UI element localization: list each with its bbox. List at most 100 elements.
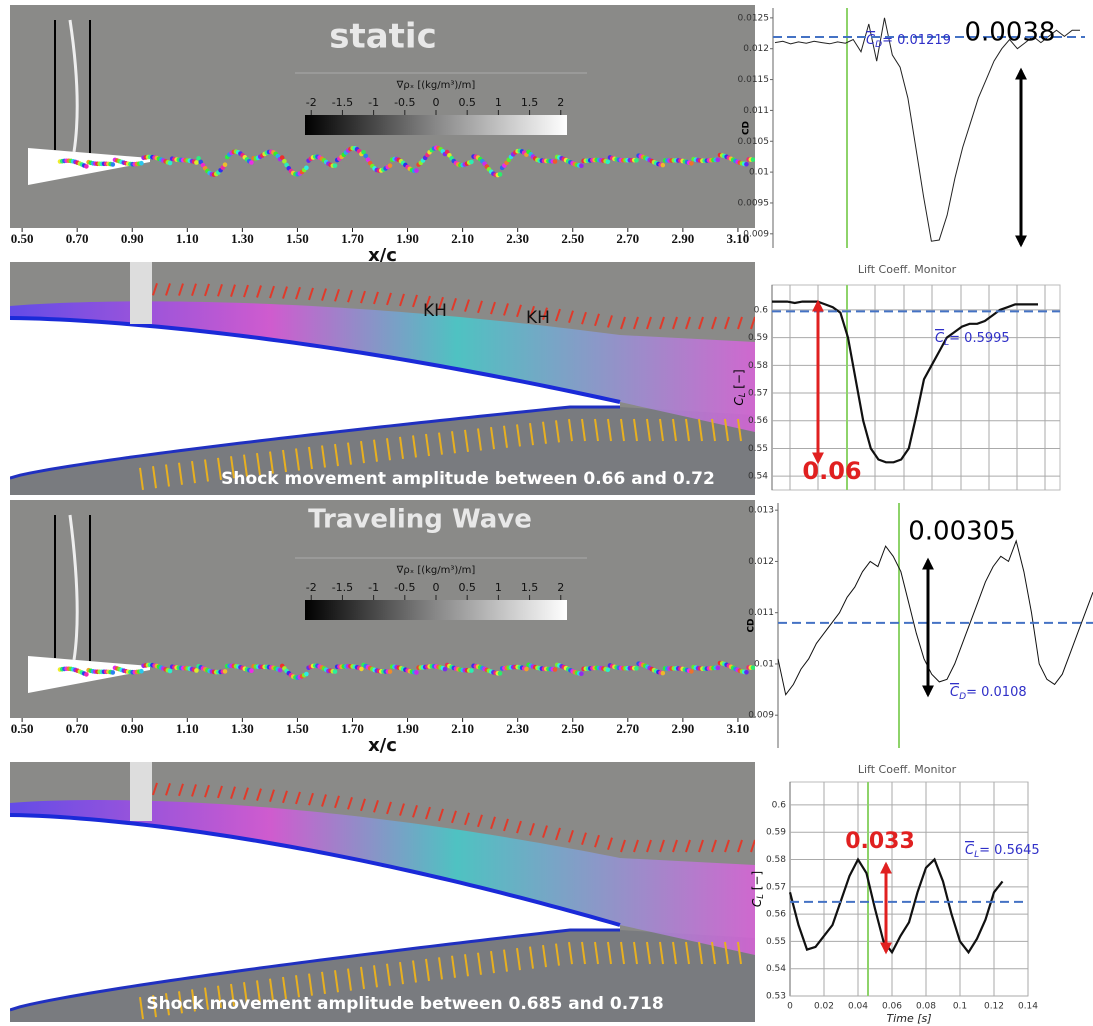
velocity-vector — [152, 466, 157, 489]
flow-annotation: KH — [423, 301, 447, 321]
y-axis-label-text: [−] — [732, 369, 746, 392]
velocity-vector — [529, 946, 534, 969]
y-axis-label-symbol: C — [750, 898, 764, 907]
wake-particle — [715, 157, 721, 163]
y-tick-label: 0.53 — [766, 992, 786, 1002]
velocity-vector — [594, 834, 600, 848]
mean-label-text: = 0.5995 — [949, 331, 1010, 346]
data-line — [777, 539, 1093, 696]
velocity-vector — [360, 966, 365, 990]
velocity-vector — [269, 978, 274, 1001]
velocity-vector — [243, 982, 248, 1005]
velocity-vector — [477, 428, 482, 451]
velocity-vector — [633, 941, 638, 965]
velocity-vector — [555, 943, 560, 966]
velocity-vector — [464, 299, 470, 312]
velocity-vector — [425, 295, 431, 309]
velocity-vector — [529, 823, 535, 836]
x-tick-label: 1.30 — [231, 721, 254, 736]
velocity-vector — [165, 464, 170, 487]
x-tick-label: 0.02 — [814, 1002, 834, 1012]
velocity-vector — [282, 790, 288, 804]
mean-label-sub: D — [875, 40, 882, 50]
y-tick-label: 0.54 — [766, 964, 786, 974]
wake-particle — [196, 156, 201, 161]
mean-label: CL= 0.5645 — [965, 843, 1040, 860]
mean-label-sub: D — [959, 692, 966, 702]
wake-particle — [469, 668, 474, 673]
flow-annotation: KH — [526, 308, 550, 328]
upper-surface — [10, 316, 621, 404]
velocity-vector — [256, 788, 262, 801]
velocity-vector — [646, 941, 651, 965]
wake-particle — [715, 665, 721, 671]
velocity-vector — [321, 288, 327, 301]
wake-particle — [222, 669, 228, 674]
wake-particle — [167, 668, 173, 674]
velocity-vector — [659, 418, 664, 442]
y-tick-label: 0.013 — [748, 506, 774, 516]
velocity-vector — [711, 316, 717, 330]
x-tick-label: 2.50 — [561, 231, 584, 246]
colorbar-tick-label: 1.5 — [521, 581, 539, 594]
velocity-vector — [737, 941, 742, 965]
velocity-vector — [191, 784, 197, 797]
velocity-vector — [607, 418, 612, 442]
y-axis-label-sub: L — [737, 392, 747, 397]
x-tick-label: 2.90 — [671, 721, 694, 736]
velocity-vector — [204, 784, 210, 798]
velocity-vector — [412, 294, 418, 308]
wake-particle — [552, 667, 558, 672]
velocity-vector — [451, 297, 457, 311]
x-tick-label: 1.50 — [286, 231, 309, 246]
velocity-vector — [646, 418, 651, 442]
velocity-vector — [217, 785, 223, 799]
velocity-vector — [191, 283, 197, 297]
y-tick-label: 0.009 — [748, 711, 774, 721]
velocity-vector — [321, 971, 326, 995]
velocity-vector — [295, 286, 301, 300]
velocity-vector — [724, 941, 729, 965]
wake-particle — [277, 667, 283, 673]
lower-surface — [10, 928, 620, 1012]
velocity-vector — [685, 316, 691, 330]
velocity-vector — [555, 308, 561, 322]
velocity-vector — [620, 316, 626, 330]
wake-particle — [689, 161, 694, 166]
y-tick-label: 0.009 — [743, 229, 769, 239]
airfoil-tail — [28, 148, 150, 185]
velocity-vector — [438, 296, 444, 310]
caption: Shock movement amplitude between 0.685 a… — [146, 994, 663, 1014]
velocity-vector — [152, 782, 158, 796]
velocity-vector — [256, 285, 262, 298]
velocity-vector — [620, 941, 625, 965]
colorbar-tick-label: 0.5 — [458, 581, 476, 594]
velocity-vector — [412, 805, 418, 818]
velocity-vector — [373, 965, 378, 988]
velocity-vector — [568, 310, 574, 323]
velocity-vector — [308, 973, 313, 996]
velocity-vector — [659, 316, 665, 330]
velocity-vector — [256, 980, 261, 1003]
velocity-vector — [438, 957, 443, 980]
x-tick-label: 1.70 — [341, 231, 364, 246]
x-tick-label: 0.50 — [11, 721, 34, 736]
y-tick-label: 0.56 — [766, 910, 786, 920]
amplitude-label: 0.06 — [802, 457, 861, 485]
velocity-vector — [581, 311, 587, 325]
x-tick-label: 0.70 — [66, 231, 89, 246]
wake-particle — [524, 666, 529, 672]
wake-particle — [282, 159, 287, 164]
y-tick-label: 0.6 — [772, 800, 787, 810]
velocity-vector — [152, 283, 158, 296]
velocity-vector — [412, 960, 417, 983]
velocity-vector — [425, 806, 431, 820]
velocity-vector — [295, 791, 301, 805]
lower-surface — [10, 405, 620, 480]
velocity-vector — [750, 839, 755, 853]
velocity-vector — [204, 987, 209, 1010]
wake-particle — [469, 159, 474, 165]
velocity-vector — [152, 995, 157, 1018]
x-tick-label: 1.30 — [231, 231, 254, 246]
velocity-vector — [490, 951, 495, 974]
